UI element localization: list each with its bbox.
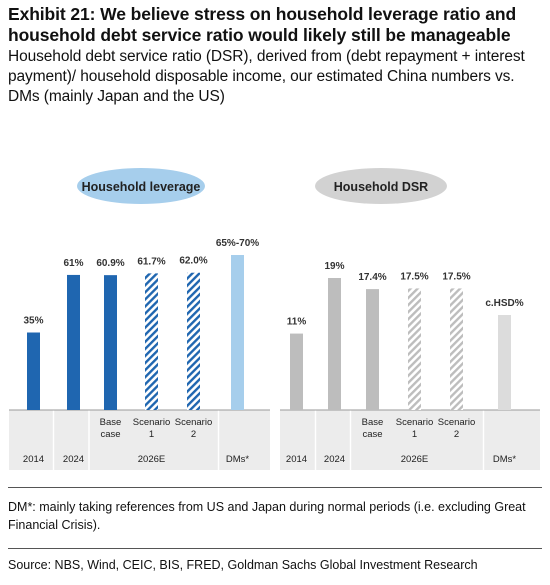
category-label: 2	[191, 429, 196, 440]
category-label: 2	[454, 429, 459, 440]
data-label: 35%	[23, 316, 43, 327]
category-label: Base	[362, 417, 384, 428]
bar-dms	[231, 255, 244, 410]
category-label: 2014	[286, 454, 307, 465]
group-label: 2026E	[401, 454, 428, 465]
data-label: 62.0%	[179, 256, 207, 267]
chart-subtitle: Household debt service ratio (DSR), deri…	[8, 48, 525, 105]
bar-scenario-1	[145, 273, 158, 410]
category-label: Scenario	[396, 417, 434, 428]
category-label: 1	[412, 429, 417, 440]
category-label: case	[362, 429, 382, 440]
exhibit-chart: Household leverage 35% 2014 61% 2024 60.9% Bas…	[9, 168, 540, 470]
category-label: Base	[100, 417, 122, 428]
data-label: 17.4%	[358, 272, 386, 283]
divider-top	[8, 487, 542, 488]
leverage-panel-label: Household leverage	[82, 180, 201, 194]
data-label: c.HSD%	[485, 298, 523, 309]
divider-bottom	[8, 548, 542, 549]
category-label: 2024	[324, 454, 345, 465]
leverage-panel-pill	[77, 168, 205, 204]
bar-scenario-1	[408, 288, 421, 410]
data-label: 17.5%	[442, 271, 470, 282]
category-label: 2024	[63, 454, 84, 465]
category-label: Scenario	[438, 417, 476, 428]
chart-title: Exhibit 21: We believe stress on househo…	[8, 4, 517, 45]
data-label: 11%	[287, 317, 307, 328]
category-label: 2014	[23, 454, 44, 465]
bar-scenario-2	[450, 288, 463, 410]
bar-2014	[27, 332, 40, 410]
bar-2014	[290, 333, 303, 410]
footnote: DM*: mainly taking references from US an…	[8, 500, 526, 532]
bar-2024	[67, 274, 80, 410]
bar-base-case	[104, 275, 117, 410]
bar-2024	[328, 278, 341, 410]
category-band	[280, 410, 540, 470]
data-label: 60.9%	[96, 258, 124, 269]
category-label: Scenario	[175, 417, 213, 428]
data-label: 61.7%	[137, 256, 165, 267]
group-label: 2026E	[138, 454, 165, 465]
dsr-panel-label: Household DSR	[334, 180, 428, 194]
category-label: case	[100, 429, 120, 440]
category-label: 1	[149, 429, 154, 440]
bar-scenario-2	[187, 272, 200, 410]
category-label: DMs*	[493, 454, 517, 465]
category-label: Scenario	[133, 417, 171, 428]
data-label: 19%	[324, 261, 344, 272]
data-label: 17.5%	[400, 271, 428, 282]
data-label: 65%-70%	[216, 238, 259, 249]
category-label: DMs*	[226, 454, 250, 465]
dsr-panel-pill	[315, 168, 447, 204]
data-label: 61%	[63, 258, 83, 269]
source-note: Source: NBS, Wind, CEIC, BIS, FRED, Gold…	[8, 558, 478, 572]
bar-base-case	[366, 289, 379, 410]
category-band	[9, 410, 270, 470]
chart-header: Exhibit 21: We believe stress on househo…	[8, 4, 544, 107]
bar-dms	[498, 315, 511, 410]
